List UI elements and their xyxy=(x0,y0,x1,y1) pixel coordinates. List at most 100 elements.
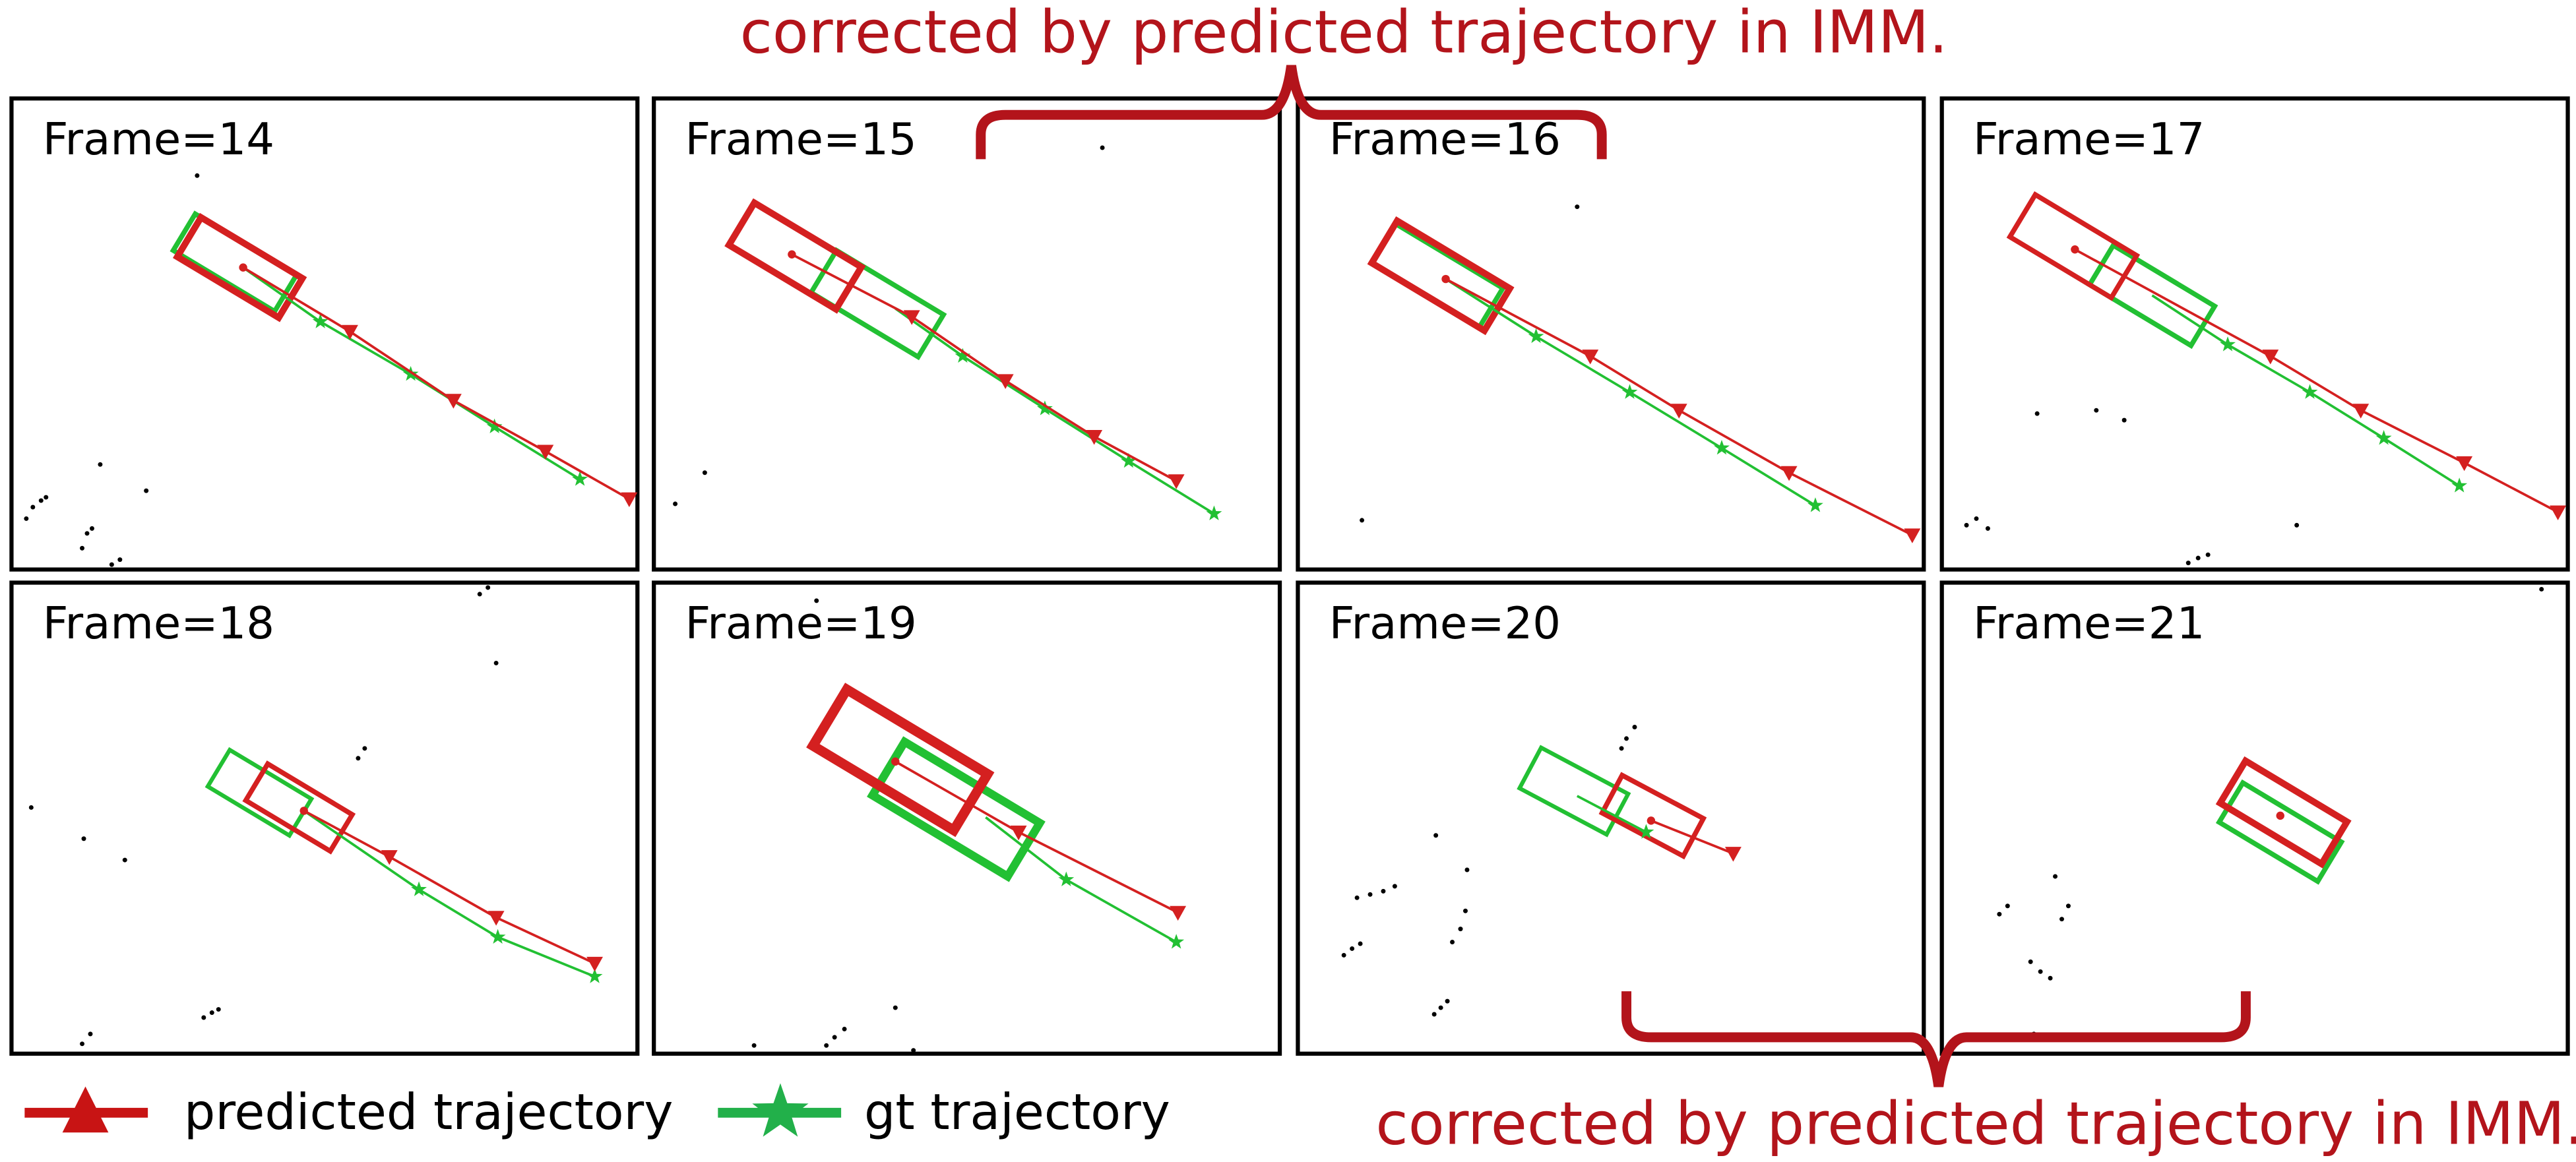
panel: Frame=21 xyxy=(1939,580,2570,1056)
legend-marker-gt xyxy=(752,1083,809,1137)
lidar-point xyxy=(2005,903,2010,909)
lidar-point xyxy=(2094,408,2099,413)
lidar-point xyxy=(1381,888,1386,894)
predicted-marker xyxy=(487,911,505,926)
panel-frame xyxy=(9,96,640,572)
lidar-point xyxy=(80,1041,85,1047)
lidar-point xyxy=(1367,892,1373,897)
predicted-box xyxy=(724,198,866,314)
predicted-marker xyxy=(2352,404,2370,419)
lidar-point xyxy=(1450,940,1455,944)
panel: Frame=17 xyxy=(1939,96,2570,572)
bottom-annotation: corrected by predicted trajectory in IMM… xyxy=(1375,1090,2576,1159)
gt-trajectory xyxy=(303,809,596,978)
predicted-center xyxy=(239,263,247,272)
lidar-point xyxy=(1445,998,1450,1004)
lidar-point xyxy=(201,1015,206,1020)
lidar-point xyxy=(2205,552,2211,557)
lidar-point xyxy=(88,1031,93,1037)
lidar-point xyxy=(2121,417,2127,423)
lidar-point xyxy=(195,173,200,178)
gt-marker xyxy=(955,348,971,363)
predicted-marker xyxy=(537,444,554,460)
predicted-marker xyxy=(586,956,603,972)
lidar-point xyxy=(832,1035,837,1040)
gt-marker xyxy=(1807,497,1823,512)
lidar-point xyxy=(1619,746,1624,751)
gt-marker xyxy=(312,313,329,328)
gt-marker xyxy=(1058,871,1075,886)
predicted-center xyxy=(2276,811,2284,820)
panel-label: Frame=20 xyxy=(1329,597,1561,649)
lidar-point xyxy=(1360,518,1365,523)
predicted-box xyxy=(2215,756,2352,869)
predicted-marker xyxy=(903,310,920,325)
predicted-marker xyxy=(1086,430,1103,445)
predicted-marker xyxy=(1780,466,1798,481)
lidar-point xyxy=(751,1043,757,1048)
lidar-point xyxy=(1974,516,1979,521)
lidar-point xyxy=(24,516,29,521)
panel-label: Frame=19 xyxy=(685,597,917,649)
lidar-point xyxy=(1431,1012,1437,1017)
lidar-point xyxy=(2038,969,2043,974)
lidar-point xyxy=(824,1043,829,1048)
lidar-point xyxy=(1392,884,1397,889)
gt-box xyxy=(867,736,1046,882)
lidar-point xyxy=(842,1026,847,1031)
gt-box xyxy=(1517,745,1631,838)
lidar-point xyxy=(493,660,499,665)
gt-marker xyxy=(1168,934,1185,949)
gt-marker xyxy=(1714,439,1730,455)
panel-label: Frame=17 xyxy=(1973,113,2205,165)
lidar-point xyxy=(1997,911,2002,917)
gt-marker xyxy=(1120,452,1137,468)
predicted-box xyxy=(242,760,356,855)
lidar-point xyxy=(1358,941,1363,946)
panel-frame xyxy=(1939,96,2570,572)
lidar-point xyxy=(30,505,36,510)
predicted-marker xyxy=(1170,905,1187,921)
panel-label: Frame=18 xyxy=(43,597,274,649)
lidar-point xyxy=(209,1010,214,1016)
predicted-marker xyxy=(1724,847,1742,862)
legend-label: gt trajectory xyxy=(864,1084,1170,1141)
panel: Frame=15 xyxy=(652,96,1282,572)
lidar-point xyxy=(477,592,482,597)
lidar-point xyxy=(1624,736,1629,741)
gt-box xyxy=(2215,779,2345,885)
gt-marker xyxy=(489,929,506,944)
lidar-point xyxy=(2048,975,2053,981)
lidar-point xyxy=(1464,867,1470,872)
lidar-point xyxy=(1462,908,1468,913)
lidar-point xyxy=(356,756,361,761)
lidar-point xyxy=(117,557,123,563)
lidar-point xyxy=(911,1048,916,1053)
lidar-point xyxy=(702,470,707,475)
lidar-point xyxy=(1354,895,1360,900)
predicted-center xyxy=(1647,816,1656,825)
predicted-trajectory xyxy=(1650,819,1734,855)
panel: Frame=14 xyxy=(9,96,640,572)
predicted-center xyxy=(2071,245,2079,254)
lidar-point xyxy=(2053,874,2058,879)
lidar-point xyxy=(81,836,86,841)
lidar-point xyxy=(673,501,678,506)
panel-frame xyxy=(9,580,640,1056)
panel-frame xyxy=(1939,580,2570,1056)
predicted-marker xyxy=(342,324,358,340)
panels: Frame=14 Frame=15 Frame=16 Frame=17 Frame=18… xyxy=(9,96,2570,1056)
predicted-center xyxy=(891,757,900,766)
gt-marker xyxy=(1528,328,1544,344)
gt-marker xyxy=(1621,384,1638,399)
predicted-marker xyxy=(2262,350,2279,365)
gt-marker xyxy=(586,968,603,983)
lidar-point xyxy=(89,526,94,531)
lidar-point xyxy=(44,495,49,500)
lidar-point xyxy=(1575,204,1580,210)
predicted-marker xyxy=(445,394,462,409)
predicted-marker xyxy=(1168,474,1185,489)
predicted-box xyxy=(806,683,995,838)
